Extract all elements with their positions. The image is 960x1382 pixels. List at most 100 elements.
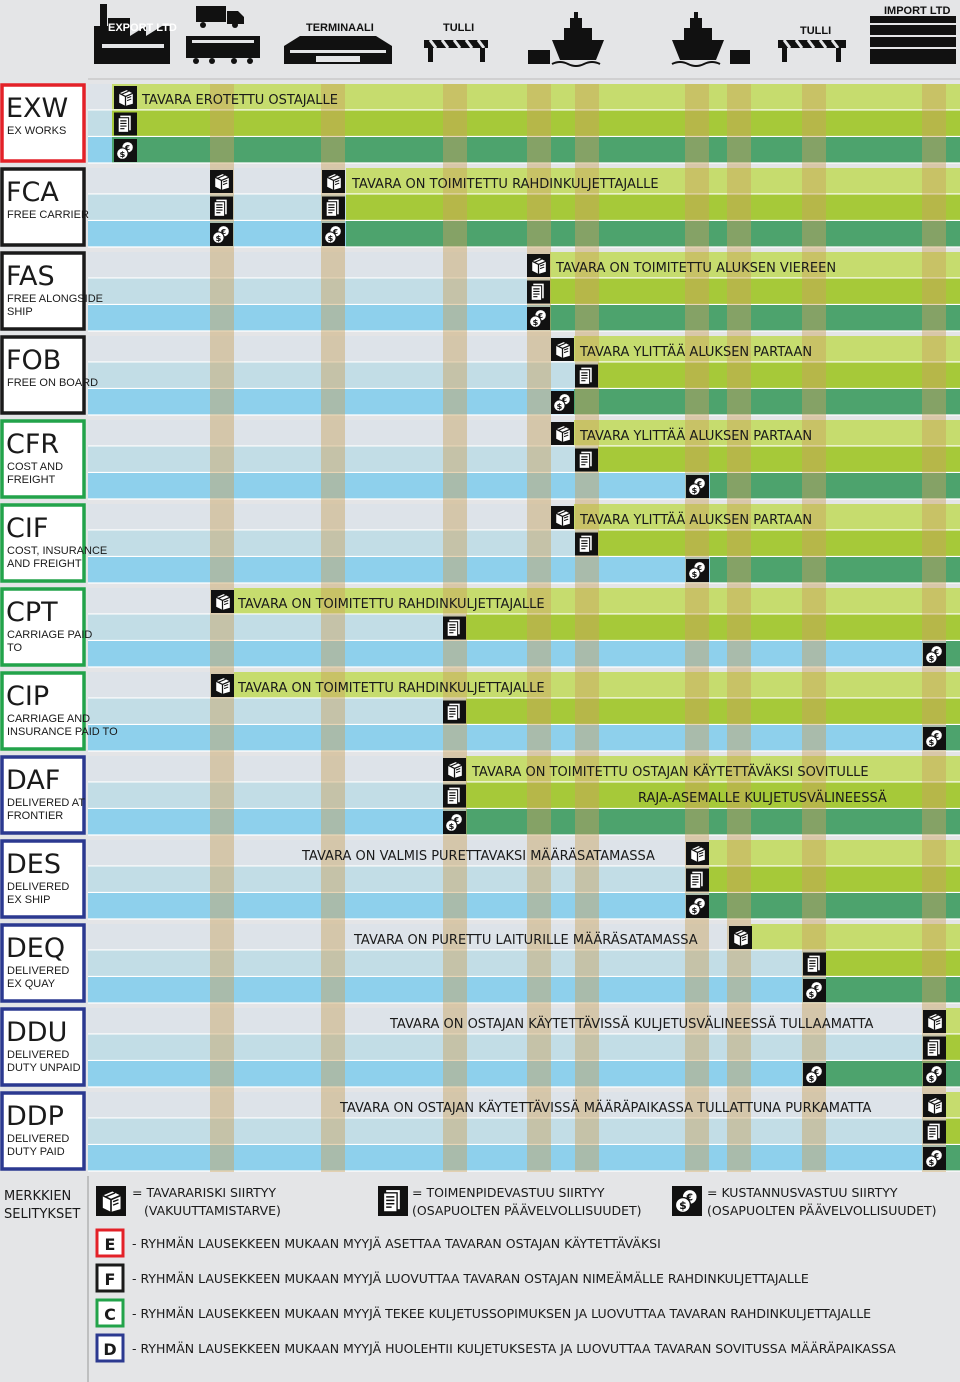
- seller-responsibility-bar: [88, 725, 946, 751]
- term-rows: [0, 83, 960, 1172]
- term-full-name: SHIP: [7, 306, 33, 318]
- document-icon: [378, 1186, 408, 1216]
- legend-title-2: SELITYKSET: [4, 1207, 80, 1222]
- seller-responsibility-bar: [88, 977, 826, 1003]
- document-duty-icon: [686, 868, 709, 892]
- buyer-responsibility-bar: [466, 698, 960, 724]
- seller-responsibility-bar: [88, 305, 550, 331]
- legend-cost-2: (OSAPUOLTEN PÄÄVELVOLLISUUDET): [707, 1203, 937, 1218]
- transfer-point-label: TAVARA ON OSTAJAN KÄYTETTÄVISSÄ MÄÄRÄPAI…: [339, 1100, 872, 1116]
- header: EXPORT LTD TERMINAALI TULLI: [94, 4, 956, 67]
- transfer-point-label: TAVARA YLITTÄÄ ALUKSEN PARTAAN: [579, 428, 812, 444]
- transfer-point-label: TAVARA ON TOIMITETTU RAHDINKULJETTAJALLE: [237, 597, 545, 612]
- customs-left-label: TULLI: [443, 22, 474, 34]
- stage-stripe: [727, 84, 751, 1172]
- risk-icon: [96, 1186, 126, 1216]
- buyer-responsibility-bar: [946, 1118, 960, 1144]
- stage-stripe: [210, 84, 234, 1172]
- group-letter-box: [95, 1263, 125, 1293]
- transfer-point-label-2: RAJA-ASEMALLE KULJETUSVÄLINEESSÄ: [638, 790, 887, 806]
- money-cost-icon: [803, 1063, 826, 1086]
- customs-right-label: TULLI: [800, 25, 831, 37]
- transfer-point-label: TAVARA ON OSTAJAN KÄYTETTÄVISSÄ KULJETUS…: [389, 1016, 873, 1032]
- term-code-box: [0, 1091, 86, 1171]
- legend-cost-1: = KUSTANNUSVASTUU SIIRTYY: [707, 1185, 898, 1200]
- seller-responsibility-bar: [88, 614, 466, 640]
- money-cost-icon: [443, 811, 466, 834]
- seller-responsibility-bar: [88, 641, 946, 667]
- term-full-name: CARRIAGE PAID: [7, 629, 92, 641]
- buyer-responsibility-bar: [574, 504, 960, 530]
- buyer-responsibility-bar: [234, 588, 960, 614]
- term-full-name: DUTY PAID: [7, 1146, 65, 1158]
- term-code: FOB: [6, 345, 61, 376]
- buyer-responsibility-bar: [112, 84, 960, 110]
- transfer-point-label: TAVARA ON TOIMITETTU RAHDINKULJETTAJALLE: [237, 681, 545, 696]
- term-full-name: DUTY UNPAID: [7, 1062, 81, 1074]
- seller-responsibility-bar: [88, 588, 234, 614]
- transfer-point-label: TAVARA ON PURETTU LAITURILLE MÄÄRÄSATAMA…: [353, 932, 698, 948]
- money-cost-icon: [114, 139, 137, 162]
- term-full-name: DELIVERED AT: [7, 797, 85, 809]
- transfer-point-label: TAVARA YLITTÄÄ ALUKSEN PARTAAN: [579, 512, 812, 528]
- stage-stripe: [685, 84, 709, 1172]
- buyer-responsibility-bar: [346, 168, 960, 194]
- money-cost-icon: [551, 391, 574, 414]
- legend-risk-1: = TAVARARISKI SIIRTYY: [132, 1185, 276, 1200]
- buyer-responsibility-bar: [466, 756, 960, 782]
- term-code: EXW: [6, 93, 68, 124]
- money-cost-icon: [527, 307, 550, 330]
- money-cost-icon: [923, 1063, 946, 1086]
- seller-responsibility-bar: [88, 809, 466, 835]
- term-code: CIP: [6, 681, 49, 712]
- term-code-box: [0, 419, 86, 499]
- term-full-name: EX QUAY: [7, 978, 56, 990]
- term-full-name: DELIVERED: [7, 965, 69, 977]
- buyer-responsibility-bar: [234, 672, 960, 698]
- group-description: - RYHMÄN LAUSEKKEEN MUKAAN MYYJÄ HUOLEHT…: [132, 1341, 896, 1356]
- seller-responsibility-bar: [88, 840, 709, 866]
- box-risk-icon: [686, 842, 709, 865]
- buyer-responsibility-bar: [550, 278, 960, 304]
- term-code-box: [0, 587, 86, 667]
- term-full-name: TO: [7, 642, 23, 654]
- box-risk-icon: [923, 1094, 946, 1117]
- buyer-responsibility-bar: [946, 725, 960, 751]
- term-full-name: INSURANCE PAID TO: [7, 726, 118, 738]
- buyer-responsibility-bar: [574, 389, 960, 415]
- seller-responsibility-bar: [88, 672, 234, 698]
- stage-stripe: [527, 84, 551, 1172]
- seller-responsibility-bar: [88, 420, 574, 446]
- term-code-box: [0, 167, 86, 247]
- term-code-box: [0, 923, 86, 1003]
- box-risk-icon: [551, 422, 574, 445]
- legend: MERKKIEN SELITYKSET = TAVARARISKI SIIRTY…: [4, 1176, 937, 1382]
- seller-responsibility-bar: [88, 389, 574, 415]
- box-risk-icon: [210, 170, 233, 193]
- buyer-responsibility-bar: [112, 110, 960, 136]
- term-code: DDU: [6, 1017, 67, 1048]
- box-risk-icon: [211, 674, 234, 697]
- term-full-name: EX SHIP: [7, 894, 50, 906]
- document-duty-icon: [575, 364, 598, 388]
- seller-responsibility-bar: [88, 893, 709, 919]
- buyer-responsibility-bar: [946, 1145, 960, 1171]
- document-duty-icon: [443, 784, 466, 808]
- seller-responsibility-bar: [88, 362, 598, 388]
- transfer-point-label: TAVARA ON VALMIS PURETTAVAKSI MÄÄRÄSATAM…: [301, 848, 655, 864]
- group-letter: F: [105, 1270, 116, 1289]
- money-cost-icon: [803, 979, 826, 1002]
- buyer-responsibility-bar: [574, 420, 960, 446]
- seller-responsibility-bar: [88, 698, 466, 724]
- term-full-name: DELIVERED: [7, 881, 69, 893]
- seller-responsibility-bar: [88, 924, 751, 950]
- group-letter-box: [95, 1228, 125, 1258]
- box-risk-icon: [551, 338, 574, 361]
- seller-responsibility-bar: [88, 557, 710, 583]
- stage-stripe: [922, 84, 946, 1172]
- buyer-responsibility-bar: [946, 1034, 960, 1060]
- seller-responsibility-bar: [88, 84, 112, 110]
- import-label: IMPORT LTD: [884, 5, 950, 17]
- seller-responsibility-bar: [88, 866, 709, 892]
